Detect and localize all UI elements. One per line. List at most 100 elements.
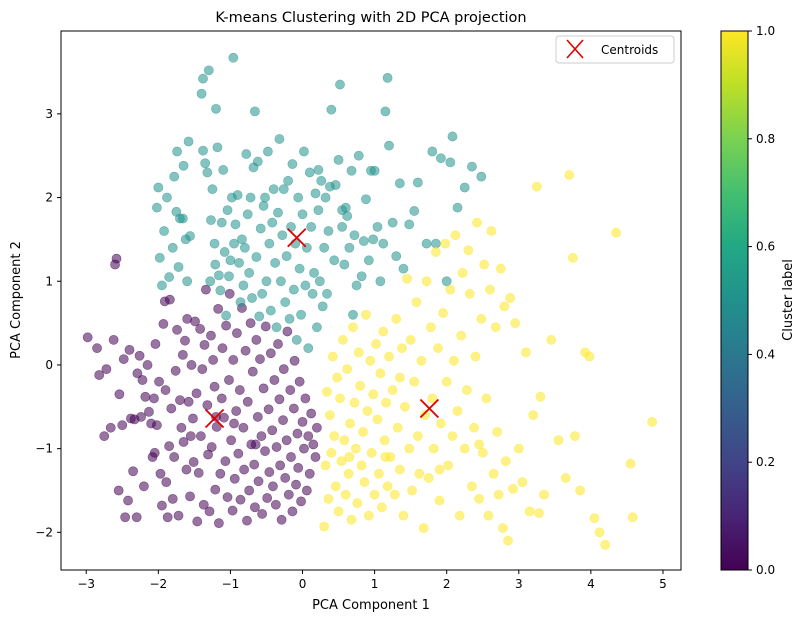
y-tick-label: 2 — [45, 191, 53, 205]
x-tick-label: 3 — [515, 577, 523, 591]
cluster-1-point — [207, 184, 218, 195]
cluster-2-point — [539, 489, 549, 500]
cluster-2-point — [463, 245, 474, 256]
cluster-0-point — [285, 385, 296, 395]
cluster-2-point — [470, 351, 481, 362]
cluster-1-point — [213, 270, 224, 281]
cluster-0-point — [185, 431, 196, 441]
cluster-0-point — [213, 303, 224, 314]
cluster-2-point — [394, 372, 405, 383]
cluster-0-point — [185, 491, 195, 502]
cluster-0-point — [250, 439, 261, 450]
cluster-1-point — [254, 311, 265, 322]
cluster-1-point — [353, 150, 364, 161]
cluster-1-point — [384, 140, 394, 151]
cluster-1-point — [263, 146, 273, 157]
cluster-0-point — [224, 375, 234, 385]
cluster-1-point — [394, 178, 405, 189]
cluster-0-point — [262, 493, 273, 503]
colorbar-tick-label: 0.2 — [756, 455, 775, 469]
cluster-2-point — [332, 372, 343, 383]
x-tick-label: 1 — [371, 577, 379, 591]
cluster-0-point — [308, 439, 319, 450]
cluster-2-point — [589, 513, 600, 524]
cluster-0-point — [160, 385, 171, 395]
cluster-2-point — [399, 401, 410, 412]
cluster-2-point — [379, 435, 390, 446]
cluster-2-point — [483, 510, 494, 521]
cluster-2-point — [441, 376, 452, 387]
cluster-2-point — [343, 468, 354, 479]
cluster-0-point — [253, 476, 264, 487]
cluster-2-point — [513, 443, 524, 454]
cluster-0-point — [220, 456, 231, 467]
cluster-2-point — [336, 456, 347, 467]
cluster-2-point — [363, 510, 374, 521]
cluster-2-point — [352, 498, 363, 508]
cluster-2-point — [392, 422, 403, 433]
cluster-2-point — [355, 380, 366, 391]
centroid-marker — [287, 228, 307, 248]
cluster-1-point — [271, 322, 282, 333]
cluster-2-point — [409, 376, 420, 387]
plot-frame — [60, 30, 682, 571]
cluster-0-point — [238, 422, 249, 433]
cluster-2-point — [584, 351, 595, 362]
cluster-1-point — [203, 65, 214, 76]
cluster-0-point — [117, 420, 128, 431]
legend-centroid-icon — [566, 39, 584, 59]
x-axis-ticks: −3 −2 −1 0 1 2 3 4 5 — [77, 570, 667, 591]
cluster-0-point — [150, 339, 161, 349]
cluster-1-point — [252, 156, 263, 167]
cluster-1-point — [205, 276, 216, 287]
cluster-1-point — [283, 175, 293, 186]
cluster-1-point — [245, 192, 256, 203]
cluster-1-point — [445, 157, 456, 168]
cluster-0-point — [94, 370, 105, 380]
cluster-2-point — [528, 410, 539, 421]
cluster-2-point — [505, 293, 516, 303]
cluster-2-point — [492, 426, 503, 437]
cluster-0-point — [128, 466, 138, 477]
cluster-0-point — [206, 442, 217, 452]
cluster-1-point — [196, 88, 207, 99]
x-tick-label: −3 — [77, 577, 95, 591]
cluster-2-point — [325, 410, 335, 421]
cluster-0-point — [137, 375, 148, 385]
cluster-2-point — [368, 389, 379, 400]
cluster-0-point — [210, 484, 221, 495]
cluster-2-point — [560, 473, 571, 483]
cluster-2-point — [340, 489, 351, 500]
cluster-1-point — [459, 182, 470, 193]
cluster-0-point — [283, 489, 294, 500]
cluster-1-point — [159, 226, 169, 236]
cluster-1-point — [274, 134, 285, 144]
cluster-1-point — [211, 103, 221, 114]
cluster-2-point — [438, 308, 448, 318]
cluster-2-point — [384, 351, 394, 362]
colorbar-ticks: 0.0 0.2 0.4 0.6 0.8 1.0 — [748, 24, 775, 577]
cluster-1-point — [297, 209, 308, 220]
cluster-2-point — [647, 416, 658, 427]
cluster-2-point — [499, 301, 510, 312]
cluster-0-point — [244, 485, 255, 496]
cluster-2-point — [320, 460, 331, 471]
cluster-2-point — [447, 431, 458, 441]
cluster-1-point — [378, 238, 389, 249]
cluster-2-point — [319, 521, 330, 532]
cluster-1-point — [348, 309, 358, 320]
cluster-1-point — [273, 207, 283, 218]
cluster-2-point — [472, 217, 482, 228]
cluster-1-point — [294, 263, 305, 274]
cluster-1-point — [169, 171, 180, 182]
cluster-2-point — [490, 322, 501, 333]
y-tick-label: −1 — [35, 442, 53, 456]
cluster-1-point — [322, 288, 332, 299]
cluster-1-point — [281, 251, 292, 262]
cluster-0-point — [202, 400, 213, 411]
cluster-2-point — [326, 447, 337, 458]
cluster-1-point — [229, 238, 239, 249]
cluster-1-point — [212, 142, 223, 153]
colorbar-gradient — [720, 30, 749, 571]
cluster-1-point — [154, 252, 165, 263]
